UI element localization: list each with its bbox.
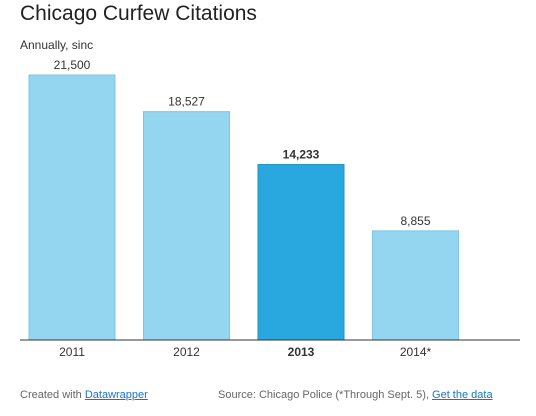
value-label-2011: 21,500 <box>54 58 91 72</box>
bar-2011 <box>28 74 116 341</box>
bar-chart: 21,500 2011 18,527 2012 14,233 2013 8,855 2014* <box>20 58 520 359</box>
datawrapper-link[interactable]: Datawrapper <box>84 389 148 401</box>
bar-2014* <box>372 230 459 341</box>
value-label-2014*: 8,855 <box>400 214 430 228</box>
category-label-2014*: 2014* <box>400 345 432 359</box>
credit-text: Created with Datawrapper <box>20 389 148 401</box>
chart-title: Chicago Curfew Citations <box>20 2 257 25</box>
category-label-2013: 2013 <box>288 345 315 359</box>
value-label-2013: 14,233 <box>283 148 320 162</box>
category-label-2012: 2012 <box>173 345 200 359</box>
get-the-data-link[interactable]: Get the data <box>432 389 493 401</box>
chart-footer: Created with Datawrapper Source: Chicago… <box>20 389 520 405</box>
value-label-2012: 18,527 <box>168 95 205 109</box>
source-prefix: Source: Chicago Police (*Through Sept. 5… <box>218 389 429 401</box>
category-label-2011: 2011 <box>59 345 85 359</box>
chart-subtitle: Annually, sinc <box>20 38 94 52</box>
bar-2012 <box>143 111 230 341</box>
source-text: Source: Chicago Police (*Through Sept. 5… <box>218 389 493 401</box>
credit-prefix: Created with <box>20 389 82 401</box>
bar-2013 <box>257 164 345 341</box>
